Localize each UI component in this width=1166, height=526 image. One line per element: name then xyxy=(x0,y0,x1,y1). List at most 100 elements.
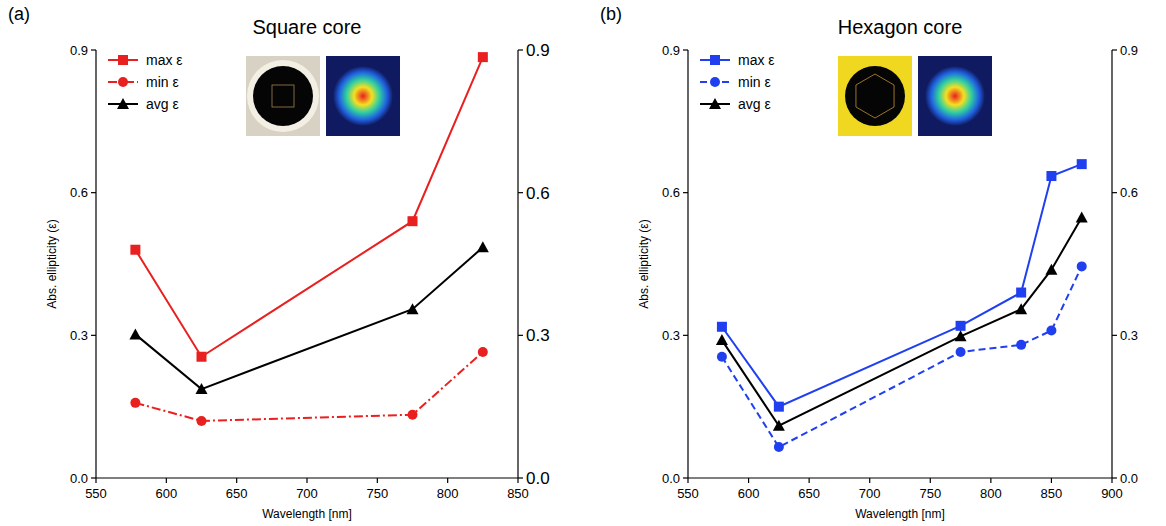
data-point xyxy=(408,216,418,226)
data-point xyxy=(1076,211,1088,222)
inset-core xyxy=(845,66,905,126)
x-tick xyxy=(166,478,167,483)
y-tick xyxy=(91,192,96,193)
x-tick-label: 700 xyxy=(859,486,881,501)
y2-tick xyxy=(518,49,523,50)
y2-tick xyxy=(1112,192,1117,193)
y-tick xyxy=(91,477,96,478)
x-axis-title: Wavelength [nm] xyxy=(855,507,945,521)
x-tick-label: 850 xyxy=(507,486,529,501)
y2-tick xyxy=(1112,49,1117,50)
x-tick xyxy=(447,478,448,483)
plot-area xyxy=(129,52,488,426)
y-tick xyxy=(683,477,688,478)
y2-tick xyxy=(518,477,523,478)
y-tick-label: 0.6 xyxy=(70,185,88,200)
y2-tick-label: 0.6 xyxy=(1120,185,1138,200)
y-axis-title: Abs. ellipticity (ε) xyxy=(637,219,651,308)
x-tick xyxy=(990,478,991,483)
legend-label: avg ε xyxy=(146,96,179,112)
x-tick-label: 800 xyxy=(437,486,459,501)
data-point xyxy=(408,410,418,420)
y2-axis xyxy=(1111,50,1112,478)
y2-tick xyxy=(518,335,523,336)
data-point xyxy=(774,442,784,452)
data-point xyxy=(1015,303,1027,314)
data-point xyxy=(955,330,967,341)
data-point xyxy=(716,334,728,345)
x-tick xyxy=(869,478,870,483)
data-point xyxy=(956,347,966,357)
x-tick-label: 700 xyxy=(296,486,318,501)
y-axis xyxy=(95,50,96,478)
inset-hexagon xyxy=(856,74,894,118)
x-tick xyxy=(1111,478,1112,483)
legend-marker xyxy=(118,55,128,65)
inset-ring xyxy=(247,60,319,132)
data-point xyxy=(197,416,207,426)
y-tick-label: 0.9 xyxy=(662,43,680,58)
data-point xyxy=(129,328,141,339)
x-axis xyxy=(688,477,1112,478)
series-line xyxy=(722,217,1082,425)
legend-marker xyxy=(118,77,128,87)
inset-mode xyxy=(326,56,400,136)
panel-label: (b) xyxy=(600,4,622,24)
x-tick-label: 550 xyxy=(677,486,699,501)
data-point xyxy=(717,352,727,362)
data-point xyxy=(130,245,140,255)
data-point xyxy=(1016,340,1026,350)
data-point xyxy=(773,420,785,431)
data-point xyxy=(478,52,488,62)
panel: (b)Hexagon core5506006507007508008509000… xyxy=(600,4,1138,521)
x-tick xyxy=(306,478,307,483)
y-axis xyxy=(687,50,688,478)
y-tick-label: 0.3 xyxy=(70,328,88,343)
data-point xyxy=(196,383,208,394)
legend: max εmin εavg ε xyxy=(108,52,183,112)
x-tick-label: 900 xyxy=(1101,486,1123,501)
data-point xyxy=(1016,288,1026,298)
y2-tick-label: 0.0 xyxy=(526,469,550,488)
data-point xyxy=(477,241,489,252)
panel: (a)Square core5506006507007508008500.00.… xyxy=(8,4,550,521)
data-point xyxy=(478,347,488,357)
data-point xyxy=(1077,261,1087,271)
y2-tick xyxy=(1112,477,1117,478)
legend-label: avg ε xyxy=(738,96,771,112)
legend-marker xyxy=(117,98,129,109)
data-point xyxy=(1077,159,1087,169)
y2-tick-label: 0.3 xyxy=(1120,328,1138,343)
inset-mode-spot xyxy=(925,66,985,126)
figure: (a)Square core5506006507007508008500.00.… xyxy=(0,0,1166,526)
y2-tick xyxy=(1112,335,1117,336)
x-tick-label: 750 xyxy=(919,486,941,501)
data-point xyxy=(956,321,966,331)
x-tick xyxy=(687,478,688,483)
y2-tick xyxy=(518,192,523,193)
y2-tick-label: 0.9 xyxy=(1120,43,1138,58)
x-tick-label: 750 xyxy=(366,486,388,501)
inset xyxy=(838,56,992,136)
y-tick xyxy=(683,49,688,50)
legend-marker xyxy=(710,55,720,65)
series-line xyxy=(135,352,482,421)
data-point xyxy=(407,303,419,314)
x-tick-label: 600 xyxy=(155,486,177,501)
y2-axis xyxy=(517,50,518,478)
data-point xyxy=(774,402,784,412)
legend: max ε min ε avg ε xyxy=(700,52,775,112)
y2-tick-label: 0.0 xyxy=(1120,471,1138,486)
legend-label: max ε xyxy=(738,52,775,68)
panel-label: (a) xyxy=(8,4,30,24)
y-tick-label: 0.6 xyxy=(662,185,680,200)
x-tick-label: 600 xyxy=(738,486,760,501)
y2-tick-label: 0.3 xyxy=(526,326,550,345)
inset-core xyxy=(253,66,313,126)
x-tick xyxy=(517,478,518,483)
x-tick xyxy=(809,478,810,483)
y-axis-title: Abs. ellipticity (ε) xyxy=(45,219,59,308)
legend-label: min ε xyxy=(738,74,771,90)
legend-marker xyxy=(709,98,721,109)
title: Square core xyxy=(253,16,362,38)
